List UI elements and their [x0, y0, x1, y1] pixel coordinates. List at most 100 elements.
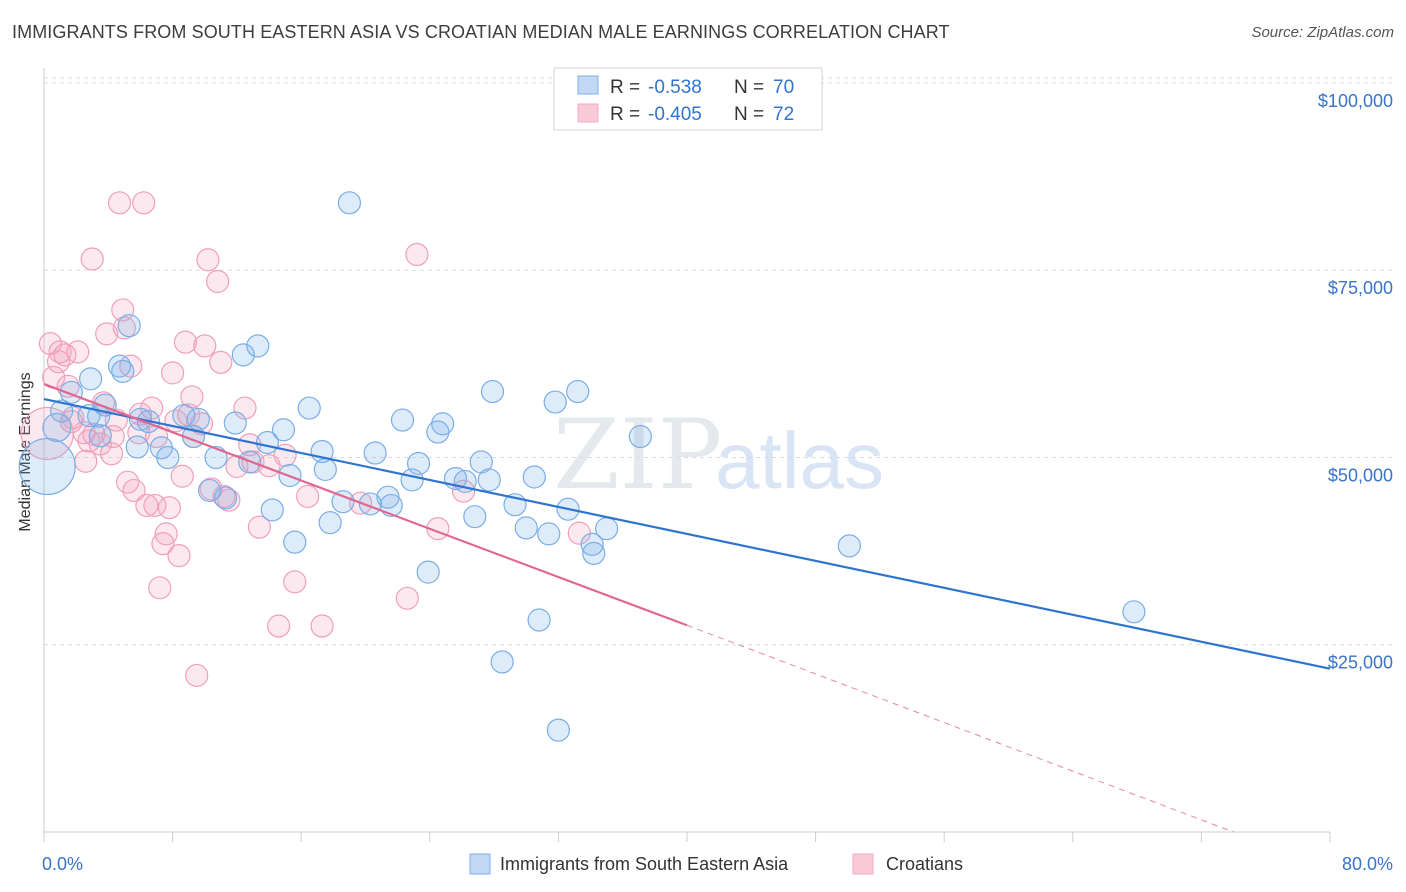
- legend-n-label-pink: N =: [734, 104, 764, 125]
- croatians-point: [296, 484, 320, 509]
- legend-n-value-blue: 70: [773, 77, 794, 98]
- croatians-point: [185, 663, 209, 688]
- chart-title: IMMIGRANTS FROM SOUTH EASTERN ASIA VS CR…: [12, 22, 950, 42]
- croatians-point: [310, 614, 334, 638]
- legend-n-label-blue: N =: [734, 77, 764, 98]
- croatians-point: [196, 248, 220, 272]
- sea-immigrants-point: [172, 403, 196, 428]
- croatians-point: [267, 614, 291, 638]
- croatians-point: [111, 298, 135, 322]
- source-label: Source: ZipAtlas.com: [1251, 24, 1394, 41]
- sea-immigrants-point: [390, 408, 415, 432]
- bottom-legend-label-blue: Immigrants from South Eastern Asia: [500, 854, 789, 874]
- croatians-point: [143, 493, 167, 518]
- sea-immigrants-point: [837, 534, 861, 558]
- sea-immigrants-points: [18, 191, 1146, 742]
- sea-immigrants-point: [223, 411, 247, 435]
- sea-immigrants-point: [477, 468, 501, 492]
- croatians-point: [157, 496, 181, 520]
- bottom-legend-label-pink: Croatians: [886, 854, 963, 874]
- sea-immigrants-point: [490, 650, 514, 674]
- watermark-zip: ZIP: [553, 399, 722, 511]
- sea-immigrants-point: [297, 396, 321, 420]
- sea-immigrants-point: [416, 560, 440, 584]
- sea-immigrants-point: [283, 530, 307, 554]
- croatians-point: [74, 449, 98, 473]
- sea-immigrants-point: [271, 418, 296, 442]
- croatians-point: [95, 322, 119, 346]
- sea-immigrants-point: [522, 465, 546, 489]
- sea-immigrants-point: [582, 541, 606, 565]
- sea-immigrants-point: [595, 517, 619, 541]
- sea-immigrants-point: [463, 505, 487, 529]
- croatians-points: [20, 191, 591, 688]
- sea-immigrants-point: [204, 445, 228, 470]
- croatians-point: [80, 247, 104, 271]
- sea-immigrants-point: [431, 412, 455, 436]
- bottom-legend-swatch-pink: [852, 853, 874, 875]
- x-tick-label-max: 80.0%: [1342, 854, 1393, 874]
- sea-immigrants-point: [331, 490, 355, 514]
- croatians-trend-line: [43, 383, 688, 627]
- croatians-point: [283, 570, 307, 594]
- trend-lines: [43, 383, 1331, 833]
- watermark: ZIP atlas: [553, 399, 884, 511]
- y-tick-label: $75,000: [1328, 278, 1393, 298]
- croatians-point: [167, 544, 191, 568]
- legend-n-value-pink: 72: [773, 104, 794, 125]
- sea-immigrants-point: [543, 390, 567, 414]
- croatians-point: [170, 464, 194, 488]
- sea-immigrants-point: [246, 334, 270, 358]
- sea-immigrants-point: [18, 437, 76, 496]
- sea-immigrants-point: [1122, 600, 1146, 624]
- sea-immigrants-point: [379, 493, 403, 518]
- y-axis-label: Median Male Earnings: [17, 372, 34, 531]
- croatians-point: [405, 242, 429, 267]
- sea-immigrants-point: [566, 379, 590, 404]
- sea-immigrants-point: [313, 457, 337, 482]
- croatians-point: [99, 442, 124, 466]
- croatians-point: [217, 488, 241, 512]
- croatians-point: [148, 576, 172, 600]
- sea-immigrants-point: [337, 191, 362, 215]
- croatians-point: [193, 334, 217, 358]
- sea-immigrants-point: [88, 424, 112, 448]
- croatians-point: [247, 515, 272, 539]
- sea-immigrants-point: [42, 412, 72, 443]
- y-tick-label: $25,000: [1328, 653, 1393, 673]
- sea-immigrants-point: [260, 498, 284, 522]
- x-ticks: [43, 832, 1331, 842]
- sea-immigrants-point: [111, 359, 135, 383]
- croatians-point: [132, 191, 156, 215]
- croatians-point: [46, 350, 71, 374]
- sea-immigrants-point: [580, 532, 604, 556]
- legend-swatch-blue: [577, 75, 599, 95]
- croatians-point: [199, 477, 223, 501]
- croatians-point: [206, 269, 230, 294]
- legend-r-value-pink: -0.405: [648, 104, 702, 125]
- x-tick-label-min: 0.0%: [42, 854, 83, 874]
- sea-immigrants-point: [50, 399, 74, 423]
- croatians-point: [107, 191, 132, 215]
- sea-immigrants-point: [514, 516, 538, 540]
- legend-swatch-pink: [577, 103, 599, 123]
- legend-r-label-pink: R =: [610, 104, 640, 125]
- croatians-point: [66, 340, 90, 364]
- sea-immigrants-point: [363, 441, 387, 465]
- sea-immigrants-point: [214, 486, 238, 510]
- croatians-point: [154, 522, 178, 546]
- bottom-legend-swatch-blue: [469, 853, 491, 875]
- sea-immigrants-point: [480, 379, 505, 404]
- croatians-point: [77, 429, 101, 453]
- sea-immigrants-point: [318, 511, 342, 535]
- croatians-trend-line-extension: [686, 624, 1234, 833]
- croatians-point: [151, 532, 175, 556]
- sea-immigrants-point: [406, 451, 431, 476]
- sea-immigrants-point: [537, 522, 561, 546]
- stats-legend-box: [553, 67, 823, 131]
- sea-immigrants-point: [79, 367, 103, 391]
- sea-immigrants-point: [628, 424, 652, 449]
- sea-immigrants-point: [186, 407, 210, 431]
- bottom-legend: Immigrants from South Eastern Asia Croat…: [469, 853, 963, 875]
